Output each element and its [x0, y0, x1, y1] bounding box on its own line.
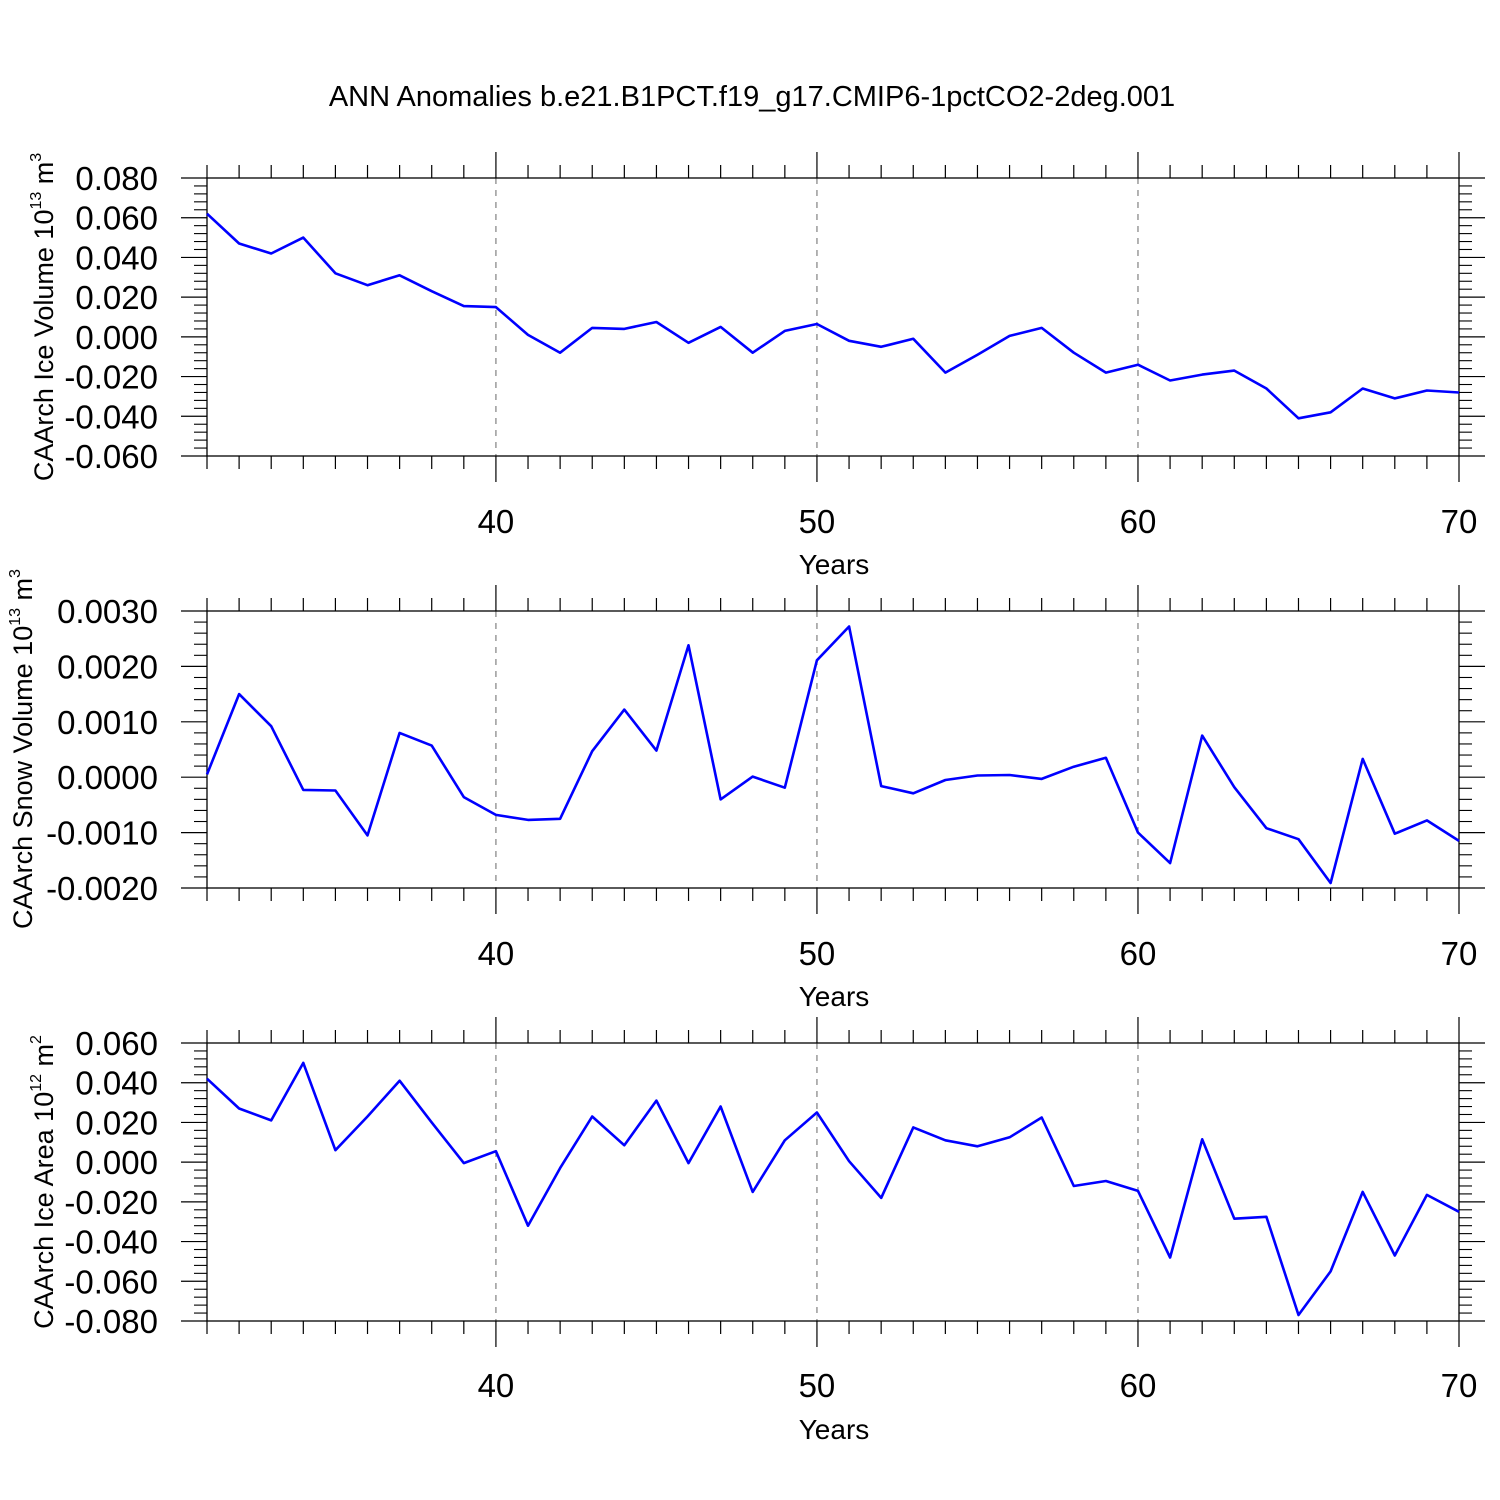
y-tick-label: -0.080	[64, 1303, 158, 1340]
x-axis-label: Years	[799, 981, 870, 1012]
x-tick-label: 70	[1441, 1367, 1478, 1404]
x-tick-label: 40	[478, 935, 515, 972]
y-tick-label: -0.0020	[46, 870, 158, 907]
y-tick-label: -0.040	[64, 1224, 158, 1261]
y-tick-label: 0.020	[75, 279, 158, 316]
y-tick-label: 0.060	[75, 1025, 158, 1062]
x-tick-label: 60	[1120, 935, 1157, 972]
x-axis-label: Years	[799, 1414, 870, 1445]
plot-frame	[206, 177, 1460, 457]
y-tick-label: -0.0010	[46, 815, 158, 852]
y-tick-label: -0.060	[64, 438, 158, 475]
y-tick-label: 0.000	[75, 319, 158, 356]
panel-3: 40 50 60 70-0.080-0.060-0.040-0.0200.0000.0…	[28, 1017, 1485, 1445]
x-tick-label: 40	[478, 503, 515, 540]
y-tick-label: 0.020	[75, 1104, 158, 1141]
y-tick-label: 0.0000	[57, 759, 158, 796]
x-tick-label: 60	[1120, 1367, 1157, 1404]
plot-frame	[206, 1042, 1460, 1322]
panel-1: 40 50 60 70 -0.060-0.040-0.0200.0000.0200.04…	[28, 152, 1485, 580]
x-tick-label: 50	[799, 935, 836, 972]
panel-2: 40 50 60 70 -0.0020 -0.0010 0.0000 0.0010 0.0020…	[7, 569, 1485, 1012]
x-axis-label: Years	[799, 549, 870, 580]
y-tick-label: 0.060	[75, 200, 158, 237]
chart-title: ANN Anomalies b.e21.B1PCT.f19_g17.CMIP6-…	[329, 81, 1175, 113]
y-tick-label: 0.0030	[57, 593, 158, 630]
y-axis-label: CAArch Snow Volume 1013 m3	[7, 569, 38, 929]
y-tick-label: 0.0020	[57, 648, 158, 685]
series-line	[205, 625, 1460, 885]
x-tick-label: 70	[1441, 503, 1478, 540]
y-axis-label: CAArch Ice Volume 1013 m3	[28, 153, 59, 481]
y-tick-label: -0.040	[64, 398, 158, 435]
chart-panels: 40 50 60 70-0.060-0.040-0.0200.0000.0200.04…	[7, 152, 1485, 1445]
x-tick-label: 50	[799, 1367, 836, 1404]
y-tick-label: 0.080	[75, 160, 158, 197]
y-tick-label: 0.0010	[57, 704, 158, 741]
y-axis-label: CAArch Ice Area 1012 m2	[28, 1035, 59, 1329]
series-line	[206, 1061, 1460, 1317]
x-tick-label: 70	[1441, 935, 1478, 972]
y-tick-label: -0.020	[64, 359, 158, 396]
x-tick-label: 50	[799, 503, 836, 540]
x-tick-label: 40	[478, 1367, 515, 1404]
y-tick-label: 0.000	[75, 1144, 158, 1181]
plot-frame	[206, 610, 1460, 889]
y-tick-label: 0.040	[75, 239, 158, 276]
y-tick-label: 0.040	[75, 1065, 158, 1102]
x-tick-label: 60	[1120, 503, 1157, 540]
y-tick-label: -0.060	[64, 1263, 158, 1300]
y-tick-label: -0.020	[64, 1184, 158, 1221]
series-line	[206, 212, 1460, 420]
